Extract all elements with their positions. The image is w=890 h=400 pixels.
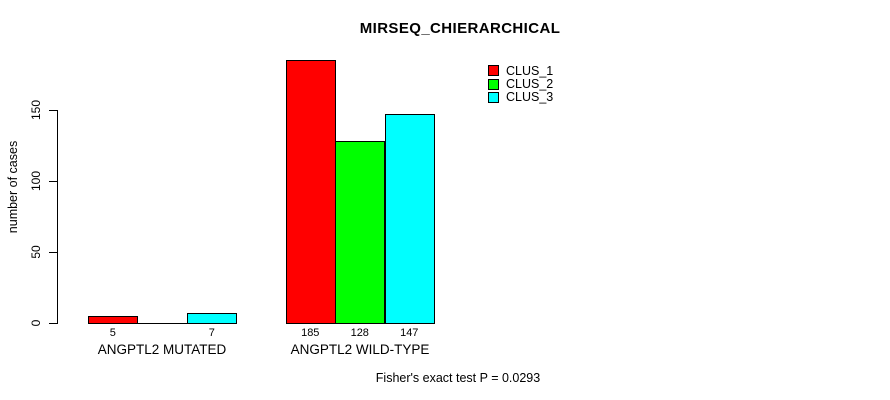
bar-clus_1 <box>285 60 336 324</box>
y-axis-label: number of cases <box>6 140 20 234</box>
bar-clus_3 <box>384 114 435 324</box>
bar-value-label: 147 <box>400 327 419 339</box>
y-tick-label: 100 <box>29 170 43 192</box>
category-label-mutated: ANGPTL2 MUTATED <box>97 342 227 357</box>
legend-swatch-cyan <box>488 91 499 103</box>
category-label-wildtype: ANGPTL2 WILD-TYPE <box>290 342 430 357</box>
y-tick <box>49 110 57 111</box>
y-tick-label: 0 <box>29 319 43 327</box>
legend-item-clus2: CLUS_2 <box>488 77 554 92</box>
legend: CLUS_1 CLUS_2 CLUS_3 <box>488 64 553 104</box>
bar-value-label: 185 <box>301 327 320 339</box>
bar-value-label: 128 <box>350 327 369 339</box>
bar-value-label: 7 <box>208 327 215 339</box>
y-tick-label: 150 <box>29 99 43 121</box>
fisher-test-annotation: Fisher's exact test P = 0.0293 <box>375 371 541 385</box>
legend-swatch-green <box>488 78 499 90</box>
legend-label: CLUS_3 <box>506 90 554 105</box>
legend-item-clus1: CLUS_1 <box>488 63 554 78</box>
y-tick-label: 50 <box>29 245 43 259</box>
y-tick <box>49 323 57 324</box>
y-tick <box>49 252 57 253</box>
bar-clus_2-zero <box>137 323 188 324</box>
legend-label: CLUS_2 <box>506 77 554 92</box>
legend-swatch-red <box>488 65 499 77</box>
y-tick <box>49 181 57 182</box>
bar-value-label: 5 <box>109 327 116 339</box>
legend-item-clus3: CLUS_3 <box>488 90 554 105</box>
y-axis-line <box>57 110 58 324</box>
bar-clus_1 <box>88 315 138 324</box>
chart-title: MIRSEQ_CHIERARCHICAL <box>359 20 561 37</box>
bar-clus_3 <box>187 313 237 324</box>
bar-clus_2 <box>335 141 385 324</box>
legend-label: CLUS_1 <box>506 63 554 78</box>
